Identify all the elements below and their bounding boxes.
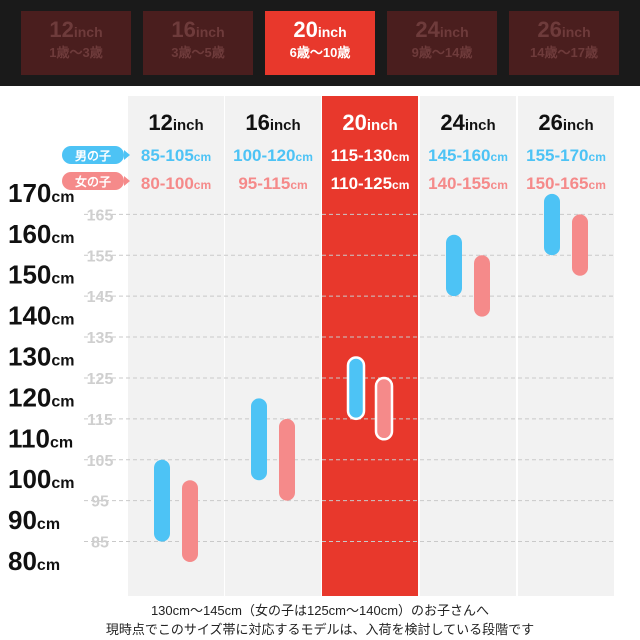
boy-range-bar bbox=[154, 459, 170, 542]
size-tab-bar: 12inch 1歳〜3歳 16inch 3歳〜5歳 20inch 6歳〜10歳 24inch… bbox=[0, 0, 640, 86]
girl-range-label: 140-155cm bbox=[428, 174, 508, 193]
girl-range-bar bbox=[572, 214, 588, 276]
legend-girl-arrow bbox=[124, 176, 130, 186]
y-axis-label: 100cm bbox=[8, 464, 75, 494]
column-bg-24inch bbox=[420, 96, 516, 596]
column-bg-16inch bbox=[225, 96, 321, 596]
grid-label: 105 bbox=[87, 453, 114, 470]
y-axis-label: 110cm bbox=[8, 423, 73, 453]
footer-note-line1: 130cm〜145cm（女の子は125cm〜140cm）のお子さんへ bbox=[150, 603, 490, 618]
grid-label: 145 bbox=[87, 289, 114, 306]
y-axis-label: 120cm bbox=[8, 382, 75, 412]
legend-boy-label: 男の子 bbox=[75, 149, 111, 163]
legend-girl-pill bbox=[62, 172, 124, 190]
boy-range-bar bbox=[544, 193, 560, 256]
boy-range-label: 145-160cm bbox=[428, 146, 508, 165]
grid-label: 85 bbox=[91, 535, 109, 552]
footer-note-line2: 現時点でこのサイズ帯に対応するモデルは、入荷を検討している段階です bbox=[105, 622, 535, 637]
y-axis-label: 160cm bbox=[8, 219, 75, 249]
column-header-26inch: 26inch bbox=[538, 110, 593, 135]
size-tab-12[interactable]: 12inch 1歳〜3歳 bbox=[21, 11, 131, 75]
grid-label: 125 bbox=[87, 371, 114, 388]
height-range-chart: 165 155 145 135 125 115 105 95 85 170cm 160cm 150cm… bbox=[8, 96, 616, 596]
boy-range-bar bbox=[251, 398, 267, 481]
legend-boy-arrow bbox=[124, 150, 130, 160]
size-tab-20[interactable]: 20inch 6歳〜10歳 bbox=[265, 11, 375, 75]
girl-range-label: 95-115cm bbox=[238, 174, 307, 193]
column-bg-12inch bbox=[128, 96, 224, 596]
size-tab-24[interactable]: 24inch 9歳〜14歳 bbox=[387, 11, 497, 75]
grid-label: 115 bbox=[87, 412, 113, 429]
boy-range-bar bbox=[346, 356, 366, 421]
boy-range-label: 85-105cm bbox=[141, 146, 211, 165]
y-axis-label: 130cm bbox=[8, 342, 75, 372]
column-bg-26inch bbox=[518, 96, 614, 596]
size-tab-age: 6歳〜10歳 bbox=[289, 45, 351, 60]
girl-range-bar bbox=[374, 376, 394, 441]
column-header-24inch: 24inch bbox=[440, 110, 495, 135]
size-tab-label: 12inch bbox=[49, 17, 103, 42]
legend-girl-label: 女の子 bbox=[75, 174, 111, 189]
girl-range-label: 150-165cm bbox=[526, 174, 606, 193]
y-axis-label: 90cm bbox=[8, 505, 60, 535]
size-tab-age: 9歳〜14歳 bbox=[411, 45, 473, 60]
boy-range-label: 100-120cm bbox=[233, 146, 313, 165]
grid-label: 95 bbox=[91, 494, 109, 511]
y-axis-label: 170cm bbox=[8, 178, 75, 208]
size-tab-label: 16inch bbox=[171, 17, 225, 42]
y-axis-label: 140cm bbox=[8, 301, 75, 331]
legend-boy-pill bbox=[62, 146, 124, 164]
size-tab-age: 14歳〜17歳 bbox=[530, 45, 598, 60]
girl-range-bar bbox=[474, 255, 490, 317]
girl-range-bar bbox=[182, 480, 198, 562]
girl-range-label: 110-125cm bbox=[331, 174, 410, 193]
girl-range-bar bbox=[279, 418, 295, 501]
size-tab-16[interactable]: 16inch 3歳〜5歳 bbox=[143, 11, 253, 75]
size-tab-label: 20inch bbox=[293, 17, 347, 42]
boy-range-bar bbox=[446, 234, 462, 297]
column-header-12inch: 12inch bbox=[148, 110, 203, 135]
grid-label: 135 bbox=[87, 330, 114, 347]
column-header-20inch: 20inch bbox=[342, 110, 397, 135]
girl-range-label: 80-100cm bbox=[141, 174, 211, 193]
y-axis-label: 150cm bbox=[8, 260, 75, 290]
size-tab-26[interactable]: 26inch 14歳〜17歳 bbox=[509, 11, 619, 75]
column-bg-20inch bbox=[322, 96, 418, 596]
y-axis-label: 80cm bbox=[8, 546, 60, 576]
boy-range-label: 115-130cm bbox=[331, 146, 410, 165]
column-header-16inch: 16inch bbox=[245, 110, 300, 135]
grid-label: 155 bbox=[87, 248, 114, 265]
size-tab-label: 26inch bbox=[537, 17, 591, 42]
size-tab-age: 1歳〜3歳 bbox=[49, 45, 103, 60]
size-tab-age: 3歳〜5歳 bbox=[171, 45, 225, 60]
size-tab-label: 24inch bbox=[415, 17, 469, 42]
grid-label: 165 bbox=[87, 207, 114, 224]
boy-range-label: 155-170cm bbox=[526, 146, 606, 165]
